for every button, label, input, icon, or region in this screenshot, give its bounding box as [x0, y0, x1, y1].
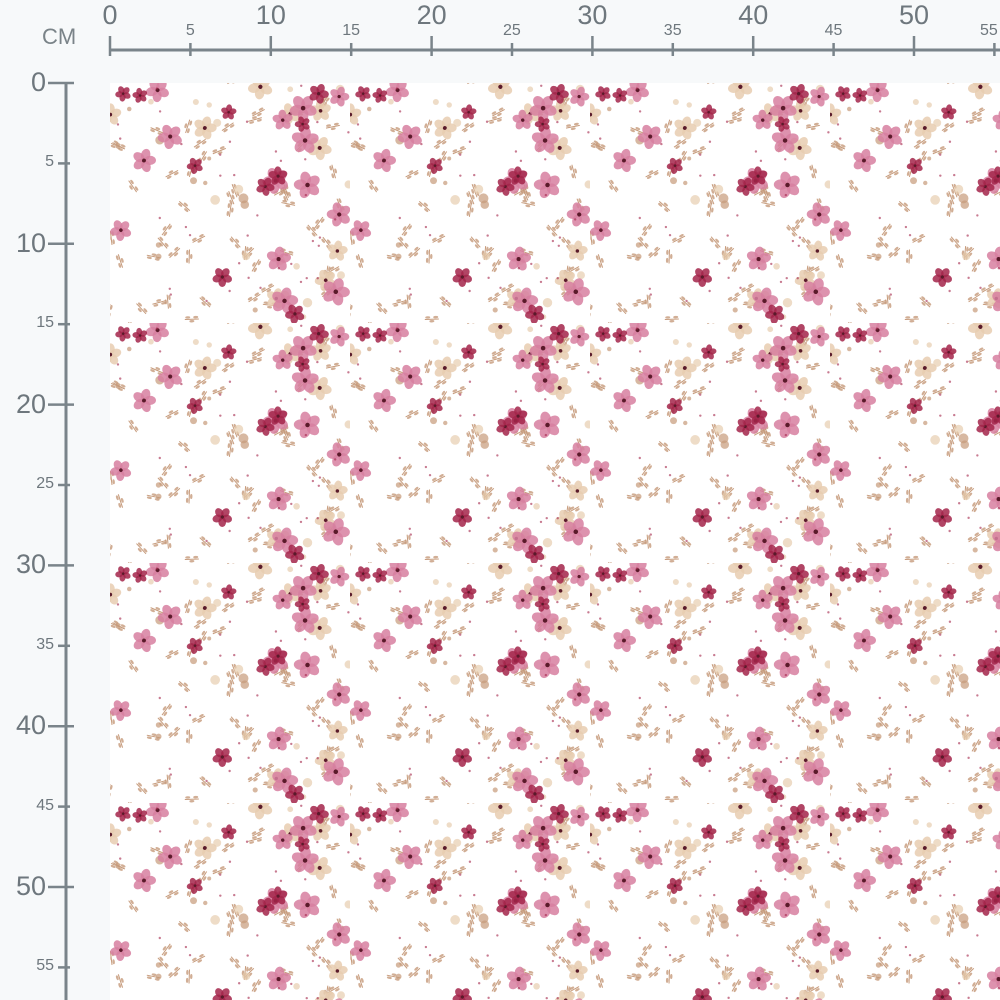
left-ruler-label: 10 [15, 227, 46, 258]
unit-label: CM [42, 24, 77, 49]
top-ruler-label: 35 [663, 22, 682, 39]
left-ruler-label: 55 [36, 957, 54, 975]
horizontal-ruler: 0 5 10 15 20 25 30 35 40 45 50 55 [0, 0, 1000, 70]
top-ruler-label: 30 [577, 0, 608, 30]
fabric-preview [110, 83, 1000, 1000]
top-ruler-label: 20 [416, 0, 447, 30]
top-ruler-label: 5 [185, 22, 195, 39]
left-ruler-label: 40 [15, 710, 46, 741]
floral-pattern [110, 83, 1000, 1000]
vertical-ruler: 0 5 10 15 20 25 30 35 40 45 50 55 [0, 0, 100, 1000]
top-ruler-label: 15 [342, 22, 360, 39]
top-ruler-label: 50 [899, 0, 930, 30]
top-ruler-label: 40 [738, 0, 769, 30]
top-ruler-label: 10 [255, 0, 286, 30]
top-ruler-label: 45 [824, 22, 843, 39]
left-ruler-label: 35 [36, 635, 54, 653]
left-ruler-label: 30 [15, 549, 46, 580]
left-ruler-label: 45 [36, 796, 54, 814]
top-ruler-label: 55 [980, 22, 998, 39]
left-ruler-label: 20 [15, 388, 46, 419]
left-ruler-label: 0 [30, 67, 46, 97]
top-ruler-label: 25 [503, 22, 521, 39]
left-ruler-label: 5 [45, 153, 54, 171]
left-ruler-label: 25 [36, 475, 54, 492]
left-ruler-label: 15 [36, 314, 54, 332]
left-ruler-label: 50 [15, 871, 46, 901]
top-ruler-label: 0 [102, 0, 118, 30]
